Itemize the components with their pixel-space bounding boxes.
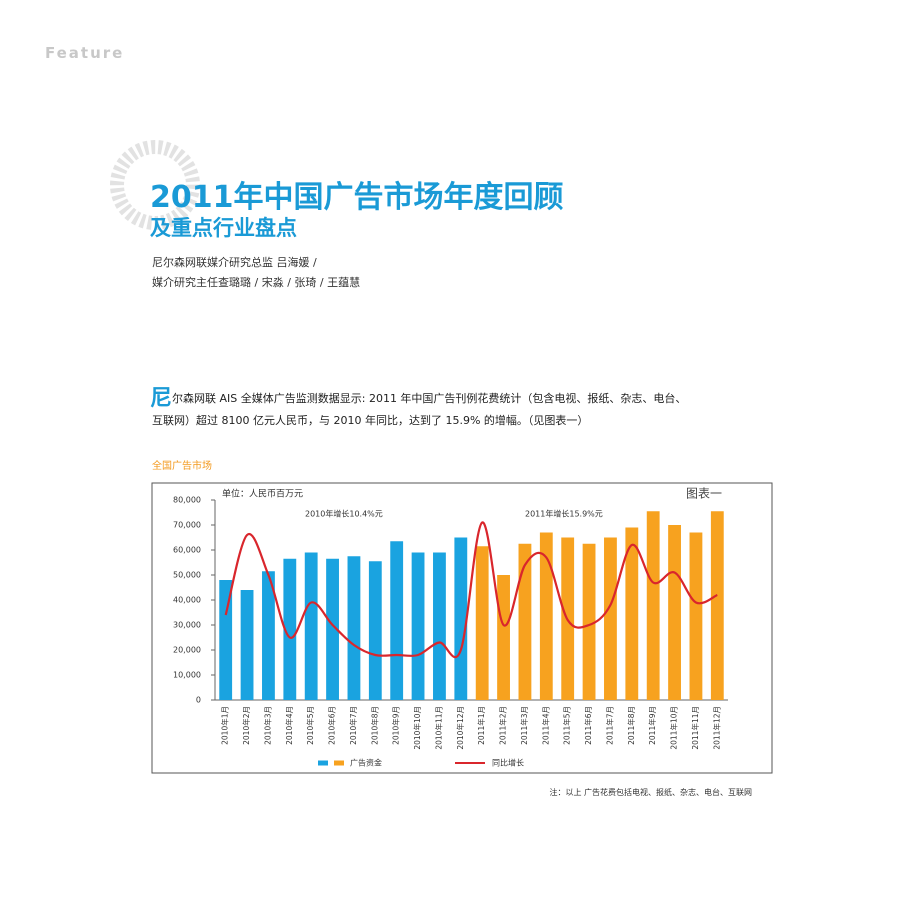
x-tick-label: 2011年5月	[562, 706, 572, 745]
bar	[582, 543, 596, 700]
bar	[326, 558, 339, 700]
bar	[411, 552, 425, 700]
title: 2011年中国广告市场年度回顾	[150, 180, 564, 215]
bar	[497, 575, 510, 700]
unit-label: 单位：人民币百万元	[222, 488, 303, 500]
y-tick-label: 60,000	[173, 546, 201, 555]
chart-title: 图表一	[686, 487, 722, 501]
bar	[668, 525, 681, 700]
y-tick-label: 70,000	[173, 521, 201, 530]
x-tick-label: 2011年12月	[711, 706, 721, 750]
bar	[518, 543, 532, 700]
author: 尼尔森网联媒介研究总监 吕海媛 /	[152, 256, 317, 269]
x-tick-label: 2010年7月	[348, 706, 358, 745]
bar	[304, 552, 318, 700]
note: 注：以上 广告花费包括电视、报纸、杂志、电台、互联网	[549, 788, 752, 797]
x-tick-label: 2011年11月	[690, 706, 700, 750]
bar	[390, 541, 404, 700]
bar	[710, 511, 724, 700]
x-tick-label: 2010年1月	[220, 706, 230, 745]
swirl	[110, 140, 200, 230]
bar	[646, 511, 660, 700]
body-line: 尔森网联 AIS 全媒体广告监测数据显示: 2011 年中国广告刊例花费统计（包…	[172, 392, 687, 405]
bar	[539, 532, 553, 700]
x-tick-label: 2010年12月	[455, 706, 465, 750]
bar	[283, 558, 297, 700]
legend-label: 广告资金	[350, 758, 382, 768]
x-tick-label: 2010年4月	[284, 706, 294, 745]
x-tick-label: 2011年10月	[669, 706, 679, 750]
line	[224, 521, 718, 659]
x-tick-label: 2011年9月	[647, 706, 657, 745]
bar	[219, 580, 233, 700]
decoration	[110, 140, 200, 230]
section-header: Feature	[45, 44, 125, 62]
x-tick-label: 2011年7月	[604, 706, 614, 745]
bar	[262, 571, 275, 700]
y-tick-label: 0	[196, 696, 201, 705]
x-tick-label: 2011年3月	[519, 706, 529, 745]
y-tick-label: 80,000	[173, 496, 201, 505]
x-tick-label: 2010年11月	[433, 706, 443, 750]
legend-label: 同比增长	[492, 758, 524, 768]
drop-cap: 尼	[150, 386, 173, 411]
annotation: 2011年增长15.9%元	[525, 509, 603, 519]
x-tick-label: 2010年9月	[391, 706, 401, 745]
author: 媒介研究主任查璐璐 / 宋淼 / 张琦 / 王蕴慧	[152, 276, 361, 289]
x-tick-label: 2011年8月	[626, 706, 636, 745]
x-tick-label: 2011年4月	[540, 706, 550, 745]
legend-swatch	[334, 760, 344, 766]
body-line: 互联网）超过 8100 亿元人民币，与 2010 年同比，达到了 15.9% 的…	[152, 414, 589, 427]
chart-frame	[151, 482, 773, 774]
legend-swatch	[318, 760, 328, 766]
bar	[240, 590, 254, 700]
annotation: 2010年增长10.4%元	[305, 509, 383, 519]
bar	[454, 537, 468, 700]
subtitle: 及重点行业盘点	[150, 216, 297, 240]
bar	[347, 556, 361, 700]
x-tick-label: 2011年2月	[498, 706, 508, 745]
y-tick-label: 50,000	[173, 571, 201, 580]
section-label: 全国广告市场	[152, 461, 212, 472]
y-tick-label: 10,000	[173, 671, 201, 680]
bar	[475, 546, 489, 700]
y-tick-label: 20,000	[173, 646, 201, 655]
y-tick-label: 30,000	[173, 621, 201, 630]
x-tick-label: 2010年3月	[262, 706, 272, 745]
bar	[604, 537, 617, 700]
x-tick-label: 2010年10月	[412, 706, 422, 750]
y-tick-label: 40,000	[173, 596, 201, 605]
x-tick-label: 2011年1月	[476, 706, 486, 745]
x-tick-label: 2010年6月	[327, 706, 337, 745]
bar	[433, 552, 446, 700]
x-tick-label: 2010年8月	[369, 706, 379, 745]
x-tick-label: 2011年6月	[583, 706, 593, 745]
bar	[625, 527, 639, 700]
x-tick-label: 2010年2月	[241, 706, 251, 745]
x-tick-label: 2010年5月	[305, 706, 315, 745]
bar	[368, 561, 382, 700]
bar	[689, 532, 703, 700]
